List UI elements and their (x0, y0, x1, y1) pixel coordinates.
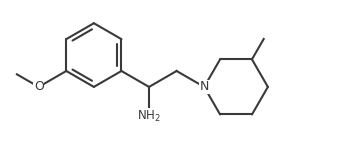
Text: N: N (200, 80, 209, 93)
Text: N: N (200, 80, 209, 93)
Text: O: O (34, 80, 44, 93)
Text: NH$_2$: NH$_2$ (137, 109, 161, 124)
